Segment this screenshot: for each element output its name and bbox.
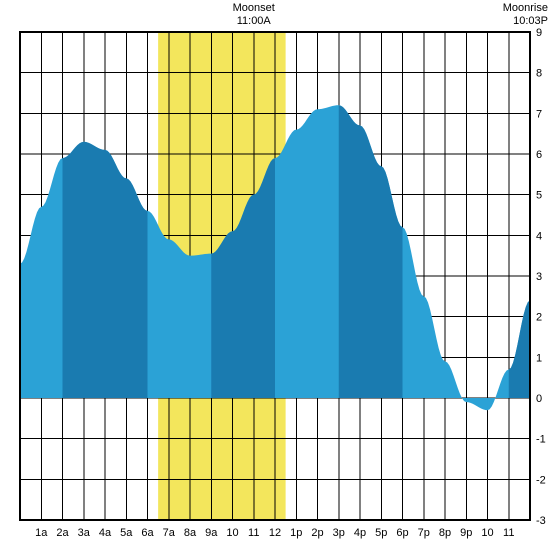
y-tick-label: 5 — [536, 190, 542, 202]
x-tick-label: 11 — [248, 527, 259, 539]
x-tick-label: 11 — [503, 527, 514, 539]
x-tick-label: 12 — [269, 527, 281, 539]
x-tick-label: 5p — [375, 527, 387, 539]
moonrise-label: Moonrise 10:03P — [503, 2, 548, 28]
tide-chart: Moonset 11:00A Moonrise 10:03P -3-2-1012… — [0, 0, 550, 550]
x-tick-label: 9a — [205, 527, 218, 539]
x-tick-label: 6a — [141, 527, 154, 539]
x-tick-label: 3a — [78, 527, 91, 539]
x-tick-label: 9p — [460, 527, 472, 539]
x-tick-label: 1p — [290, 527, 302, 539]
moonrise-title: Moonrise — [503, 2, 548, 14]
x-tick-label: 4a — [99, 527, 112, 539]
x-tick-label: 2p — [311, 527, 323, 539]
x-tick-label: 6p — [396, 527, 408, 539]
x-tick-label: 2a — [56, 527, 69, 539]
y-tick-label: 8 — [536, 68, 542, 80]
x-tick-label: 8p — [439, 527, 451, 539]
y-tick-label: 3 — [536, 271, 542, 283]
moonset-title: Moonset — [233, 2, 275, 14]
x-tick-label: 10 — [481, 527, 493, 539]
x-tick-label: 7p — [418, 527, 430, 539]
y-tick-label: 7 — [536, 108, 542, 120]
moonset-time: 11:00A — [237, 15, 271, 27]
chart-svg: -3-2-101234567891a2a3a4a5a6a7a8a9a101112… — [0, 0, 550, 550]
y-tick-label: -2 — [536, 474, 546, 486]
y-tick-label: 0 — [536, 393, 542, 405]
moonset-label: Moonset 11:00A — [224, 2, 284, 28]
moonrise-time: 10:03P — [513, 15, 548, 27]
tide-area-front — [63, 142, 148, 398]
x-tick-label: 5a — [120, 527, 133, 539]
y-tick-label: 9 — [536, 27, 542, 39]
x-tick-label: 8a — [184, 527, 197, 539]
x-tick-label: 4p — [354, 527, 366, 539]
tide-area-front — [509, 300, 530, 398]
y-tick-label: 6 — [536, 149, 542, 161]
y-tick-label: 4 — [536, 230, 542, 242]
x-tick-label: 7a — [163, 527, 176, 539]
x-tick-label: 3p — [333, 527, 345, 539]
x-tick-label: 10 — [226, 527, 238, 539]
y-tick-label: -3 — [536, 515, 546, 527]
y-tick-label: -1 — [536, 434, 546, 446]
y-tick-label: 2 — [536, 312, 542, 324]
tide-area-front — [339, 105, 403, 398]
y-tick-label: 1 — [536, 352, 542, 364]
x-tick-label: 1a — [35, 527, 48, 539]
